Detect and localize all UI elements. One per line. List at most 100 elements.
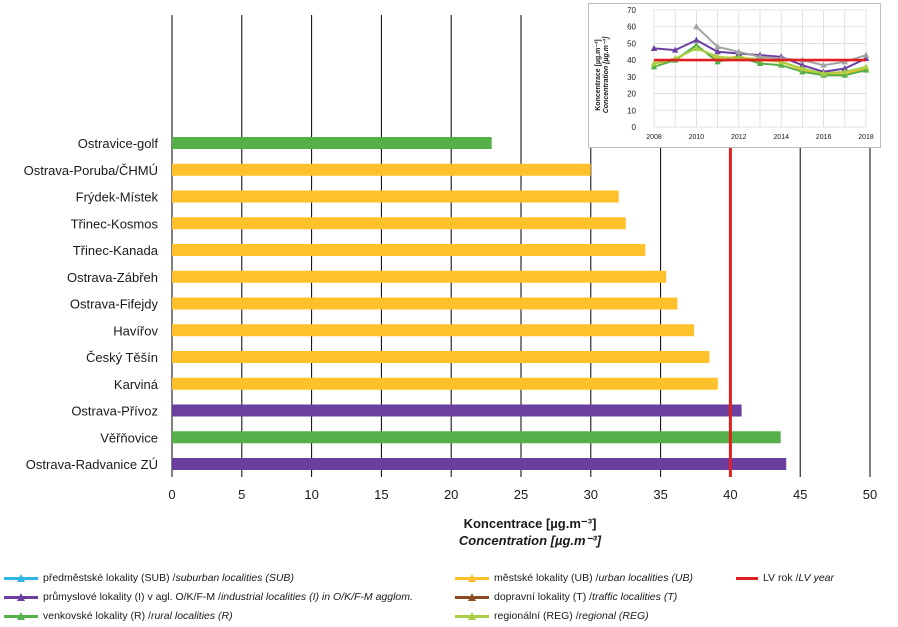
inset-y-tick-label: 10 [627,106,636,115]
category-label: Ostrava-Radvanice ZÚ [26,457,158,472]
inset-series-marker [862,63,870,70]
category-label: Ostrava-Poruba/ČHMÚ [24,163,158,178]
legend-label-en: industrial localities (I) in O/K/F-M agg… [220,591,413,603]
x-tick-label: 0 [168,487,175,502]
inset-series-marker [735,48,742,55]
inset-x-tick-label: 2008 [646,134,662,141]
legend-label-en: regional (REG) [578,610,649,622]
legend-label: dopravní lokality (T) / [494,591,593,603]
legend-item-regional: regionální (REG) / regional (REG) [455,610,649,622]
legend-swatch-industrial [4,592,38,601]
inset-series-marker [650,44,658,51]
category-label: Frýdek-Místek [76,190,159,205]
inset-series-marker [693,41,700,48]
inset-y-tick-label: 50 [627,39,636,48]
inset-series-marker [841,68,848,75]
bar [172,244,646,256]
inset-series-marker [756,53,764,60]
main-bar-chart: Ostravice-golf Ostrava-Poruba/ČHMÚ Frýdek-… [24,15,877,548]
inset-series-marker [650,63,658,70]
inset-series-marker [799,68,806,75]
x-tick-label: 15 [374,487,388,502]
inset-series-marker [862,51,870,58]
inset-x-tick-label: 2016 [816,134,832,141]
legend-swatch-lv [736,576,758,580]
main-chart-bars [172,137,787,470]
legend-label-en: LV year [798,572,835,584]
inset-series-marker [841,65,848,71]
x-axis-title: Koncentrace [µg.m⁻³] [464,516,597,531]
inset-series-marker [650,59,658,66]
legend-label-en: rural localities (R) [150,610,233,622]
x-tick-label: 50 [863,487,877,502]
inset-series-marker [693,23,700,30]
inset-y-tick-label: 20 [627,90,636,99]
category-label: Ostravice-golf [78,136,159,151]
legend: předměstské lokality (SUB) / suburban lo… [0,568,898,627]
inset-series-marker [820,61,827,68]
bar [172,270,667,283]
bar [172,351,710,363]
inset-series-marker [862,66,870,73]
bar [172,137,492,149]
legend-label-en: suburban localities (SUB) [175,572,294,584]
inset-series-marker [693,36,700,43]
legend-swatch-traffic [455,592,489,601]
main-chart-category-labels: Ostravice-golf Ostrava-Poruba/ČHMÚ Frýdek-… [24,136,159,472]
category-label: Věřňovice [100,430,158,445]
legend-label: městské lokality (UB) / [494,572,599,584]
inset-series-marker [756,59,764,66]
bar [172,190,619,203]
category-label: Třinec-Kosmos [71,216,159,231]
inset-series-marker [799,65,806,71]
inset-x-tick-label: 2018 [858,134,874,141]
main-chart-x-tick-labels: 0 5 10 15 20 25 30 35 40 45 50 [168,487,877,502]
inset-series-marker [820,70,827,77]
inset-chart-tick-labels: 0 10 20 30 40 50 60 70 2008 2010 2012 2014 2016 2018 [627,6,874,141]
bar [172,297,678,310]
category-label: Ostrava-Přívoz [71,404,158,419]
x-axis-title-en: Concentration [µg.m⁻³] [459,533,602,548]
category-label: Třinec-Kanada [73,243,159,258]
legend-label: předměstské lokality (SUB) / [43,572,176,584]
inset-x-tick-label: 2012 [731,134,747,141]
bar [172,431,781,444]
legend-label: LV rok / [763,572,799,584]
bar [172,217,626,230]
bar [172,377,718,390]
legend-label: průmyslové lokality (I) v agl. O/K/F-M / [43,591,221,603]
x-tick-label: 25 [514,487,528,502]
bar [172,163,591,176]
inset-series-marker [714,48,721,55]
inset-series-marker [841,71,848,78]
inset-series-marker [714,53,721,60]
inset-y-tick-label: 30 [627,73,636,82]
legend-item-suburban: předměstské lokality (SUB) / suburban lo… [4,572,294,584]
inset-y-tick-label: 70 [627,6,636,15]
legend-item-traffic: dopravní lokality (T) / traffic localiti… [455,591,677,603]
x-tick-label: 5 [238,487,245,502]
legend-swatch-suburban [4,573,38,582]
inset-y-tick-label: 60 [627,23,636,32]
category-label: Karviná [114,377,159,392]
inset-x-tick-label: 2014 [773,134,789,141]
bar [172,404,742,417]
legend-label: venkovské lokality (R) / [43,610,151,622]
inset-y-axis-title: Koncentrace [µg.m⁻³] [595,39,602,111]
x-tick-label: 30 [584,487,598,502]
x-tick-label: 40 [723,487,737,502]
legend-swatch-regional [455,611,489,620]
category-label: Havířov [113,323,158,338]
legend-label: regionální (REG) / [494,610,579,622]
x-tick-label: 35 [653,487,667,502]
inset-y-tick-label: 40 [627,56,636,65]
inset-y-tick-label: 0 [632,123,637,132]
x-tick-label: 20 [444,487,458,502]
x-tick-label: 45 [793,487,807,502]
category-label: Ostrava-Fifejdy [70,297,159,312]
legend-item-industrial: průmyslové lokality (I) v agl. O/K/F-M /… [4,591,413,603]
legend-label-en: traffic localities (T) [592,591,678,603]
bar [172,324,695,337]
legend-item-urban: městské lokality (UB) / urban localities… [455,572,693,584]
